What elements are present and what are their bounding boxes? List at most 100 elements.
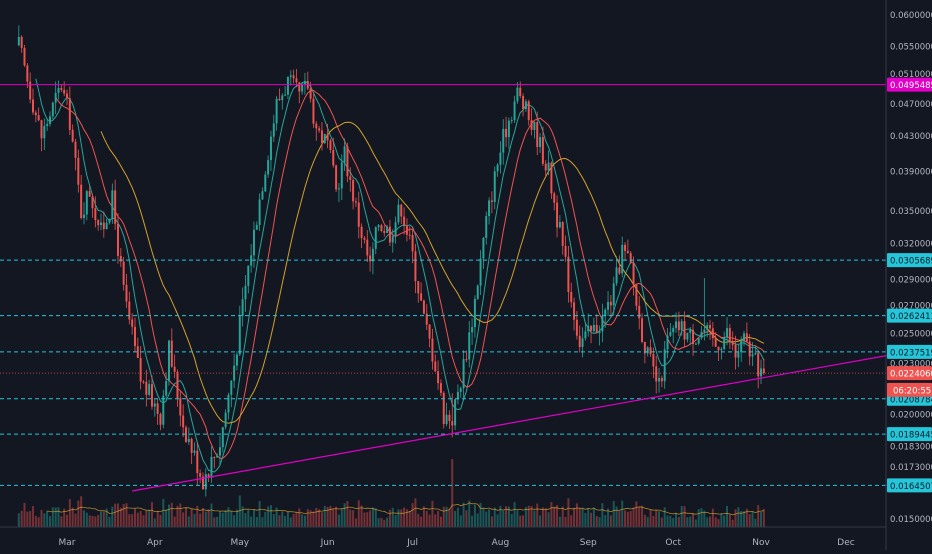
volume-bar xyxy=(592,507,595,527)
price-level-label: 0.02624119 xyxy=(890,312,932,322)
volume-bar xyxy=(624,510,627,527)
candle-body xyxy=(281,95,284,101)
price-axis[interactable]: 0.06000000 0.05500000 0.05100000 0.04700000… xyxy=(890,11,932,525)
volume-bar xyxy=(473,504,476,527)
candle-body xyxy=(49,116,51,124)
volume-bar xyxy=(431,500,434,527)
candle-body xyxy=(216,455,219,458)
candle-body xyxy=(326,134,329,141)
candle-body xyxy=(649,347,652,355)
volume-bar xyxy=(252,509,255,527)
countdown-tag: 06:20:55 xyxy=(887,382,932,397)
candle-body xyxy=(624,244,627,251)
price-level-tag: 0.02624119 xyxy=(887,308,932,323)
volume-bar xyxy=(598,517,601,527)
price-level-tag: 0.01645078 xyxy=(887,478,932,493)
volume-bar xyxy=(216,516,219,527)
candle-body xyxy=(204,474,207,490)
volume-bar xyxy=(561,506,564,527)
candle-body xyxy=(473,298,476,328)
volume-bar xyxy=(621,500,624,527)
volume-bar xyxy=(162,498,165,527)
candle-body xyxy=(417,281,420,294)
candle-body xyxy=(405,225,408,235)
volume-bar xyxy=(332,508,335,527)
candle-body xyxy=(167,340,170,382)
price-level-tag-bg xyxy=(887,478,932,493)
volume-bar xyxy=(604,515,607,527)
volume-bar xyxy=(145,510,148,527)
volume-bar xyxy=(703,510,706,527)
candle-body xyxy=(312,98,315,124)
candle-body xyxy=(125,284,128,302)
volume-bar xyxy=(241,506,244,527)
volume-bar xyxy=(505,506,508,527)
volume-bar xyxy=(335,506,338,527)
volume-bar xyxy=(626,511,629,527)
candle-body xyxy=(558,222,561,228)
volume-bar xyxy=(751,511,754,527)
volume-bar xyxy=(660,517,663,527)
volume-bar xyxy=(465,510,468,527)
candle-body xyxy=(346,146,349,177)
volume-bar xyxy=(595,516,598,527)
volume-bar xyxy=(133,508,136,527)
candle-body xyxy=(420,293,423,301)
candle-body xyxy=(720,348,723,351)
volume-bar xyxy=(374,508,377,527)
candle-body xyxy=(210,456,213,478)
candle-body xyxy=(740,340,743,353)
support-trendline[interactable] xyxy=(132,349,920,492)
volume-bar xyxy=(255,516,258,527)
candle-body xyxy=(26,65,29,82)
price-level-tag-bg xyxy=(887,253,932,268)
candle-body xyxy=(581,338,584,348)
volume-bar xyxy=(108,516,111,527)
candle-body xyxy=(187,438,190,442)
time-axis[interactable]: Mar Apr May Jun Jul Aug Sep Oct Nov Dec xyxy=(59,538,855,548)
candle-body xyxy=(694,343,697,345)
candle-body xyxy=(564,245,567,257)
candle-body xyxy=(292,75,295,79)
candle-body xyxy=(153,403,156,407)
volume-bar xyxy=(369,510,372,527)
candle-body xyxy=(289,75,292,77)
candle-body xyxy=(425,313,428,325)
volume-bar xyxy=(326,507,329,527)
candle-body xyxy=(456,391,459,400)
price-tick-label: 0.02900000 xyxy=(890,275,932,285)
candle-body xyxy=(71,129,74,142)
volume-bar xyxy=(530,506,533,527)
candle-body xyxy=(380,225,383,231)
candle-body xyxy=(400,204,403,217)
candle-body xyxy=(411,235,414,252)
volume-bar xyxy=(499,505,502,527)
candle-body xyxy=(578,335,581,348)
candle-body xyxy=(255,224,258,230)
candle-body xyxy=(269,136,272,161)
volume-bar xyxy=(692,513,695,527)
volume-bar xyxy=(757,505,760,527)
candle-body xyxy=(235,354,238,366)
volume-bar xyxy=(663,507,666,527)
candle-body xyxy=(652,354,655,367)
volume-bar xyxy=(575,503,578,527)
volume-bar xyxy=(694,519,697,527)
volume-bar xyxy=(176,505,179,527)
candle-body xyxy=(32,99,34,113)
volume-bar xyxy=(522,515,525,527)
candle-body xyxy=(689,329,692,333)
candle-body xyxy=(363,238,366,240)
volume-bar xyxy=(360,505,363,527)
volume-bar xyxy=(601,503,604,527)
candle-body xyxy=(550,162,553,194)
candle-body xyxy=(131,319,134,327)
candle-body xyxy=(221,427,224,448)
volume-bar xyxy=(247,509,250,527)
candle-body xyxy=(465,359,468,361)
volume-bar xyxy=(142,515,145,527)
volume-bar xyxy=(564,516,567,527)
candle-body xyxy=(677,321,680,331)
